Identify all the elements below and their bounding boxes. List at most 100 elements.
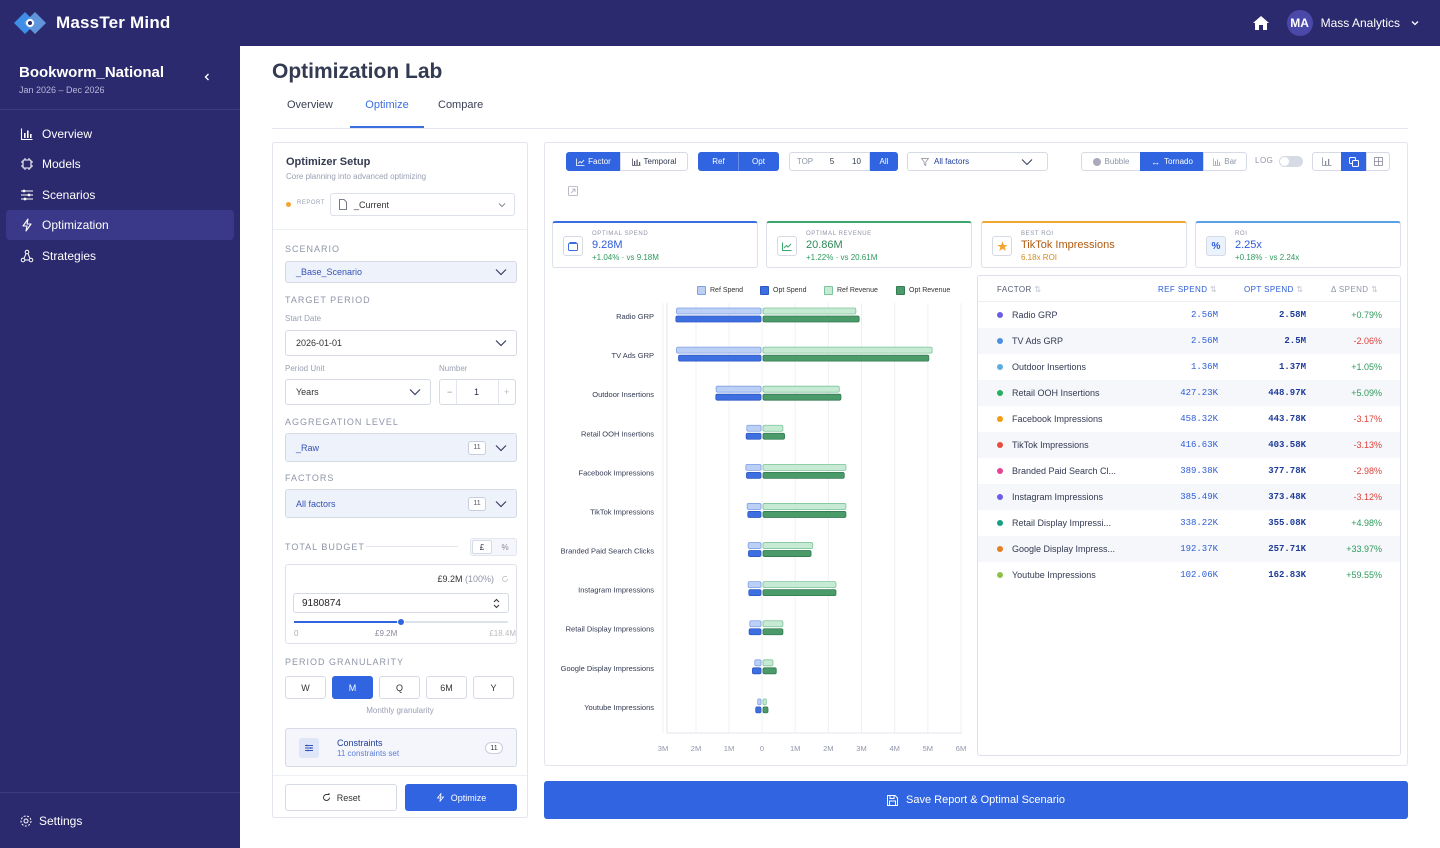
- start-date-label: Start Date: [285, 314, 322, 323]
- avatar[interactable]: MA: [1286, 10, 1313, 36]
- top-5-button[interactable]: 5: [820, 152, 845, 171]
- save-report-button[interactable]: Save Report & Optimal Scenario: [544, 781, 1408, 819]
- tab-optimize[interactable]: Optimize: [350, 99, 424, 128]
- factor-name: Facebook Impressions: [1012, 414, 1103, 424]
- start-date-field[interactable]: 2026-01-01: [285, 330, 517, 356]
- bar-opt-revenue: [762, 471, 845, 479]
- spin-icon[interactable]: [493, 598, 500, 609]
- ref-button[interactable]: Ref: [698, 152, 739, 171]
- user-name[interactable]: Mass Analytics: [1320, 16, 1400, 30]
- slider-handle[interactable]: [397, 618, 405, 626]
- table-row[interactable]: TikTok Impressions 416.63K 403.58K -3.13%: [978, 432, 1400, 458]
- table-row[interactable]: Youtube Impressions 102.06K 162.83K +59.55%: [978, 562, 1400, 588]
- collapse-sidebar-icon[interactable]: [202, 72, 212, 82]
- number-value[interactable]: 1: [474, 387, 480, 397]
- header-delta-spend[interactable]: Δ SPEND ⇅: [1331, 285, 1378, 294]
- granularity-year-button[interactable]: Y: [473, 676, 514, 699]
- granularity-quarter-button[interactable]: Q: [379, 676, 420, 699]
- ref-spend-value: 102.06K: [1180, 570, 1218, 580]
- opt-button[interactable]: Opt: [738, 152, 779, 171]
- reset-icon[interactable]: [501, 575, 509, 583]
- expand-icon[interactable]: [568, 186, 578, 196]
- constraints-button[interactable]: Constraints 11 constraints set 11: [285, 728, 517, 767]
- tornado-button[interactable]: ↔ Tornado: [1140, 152, 1204, 171]
- table-row[interactable]: Facebook Impressions 458.32K 443.78K -3.17%: [978, 406, 1400, 432]
- sidebar-item-overview[interactable]: Overview: [6, 119, 234, 149]
- factor-name: TV Ads GRP: [1012, 336, 1064, 346]
- sidebar-item-label: Models: [42, 157, 81, 172]
- top-all-button[interactable]: All: [870, 152, 898, 171]
- table-row[interactable]: Retail Display Impressi... 338.22K 355.08K…: [978, 510, 1400, 536]
- bar-opt-spend: [746, 471, 762, 479]
- table-row[interactable]: TV Ads GRP 2.56M 2.5M -2.06%: [978, 328, 1400, 354]
- settings-label: Settings: [39, 813, 83, 828]
- sidebar-item-scenarios[interactable]: Scenarios: [6, 180, 234, 210]
- report-select[interactable]: _Current: [330, 193, 515, 216]
- bar-opt-spend: [748, 589, 762, 597]
- table-row[interactable]: Google Display Impress... 192.37K 257.71K +…: [978, 536, 1400, 562]
- chart-view-button[interactable]: [1312, 152, 1342, 171]
- chevron-down-icon[interactable]: [1410, 18, 1420, 28]
- legend-label: Ref Spend: [710, 287, 744, 294]
- app-logo[interactable]: MassTer Mind: [12, 10, 171, 36]
- log-toggle[interactable]: [1279, 156, 1303, 167]
- tab-overview[interactable]: Overview: [287, 99, 333, 111]
- constraints-icon: [299, 738, 319, 758]
- granularity-6m-button[interactable]: 6M: [426, 676, 467, 699]
- header-ref-spend[interactable]: REF SPEND ⇅: [1158, 285, 1217, 294]
- sidebar-item-label: Overview: [42, 127, 93, 141]
- split-view-button[interactable]: [1341, 152, 1367, 171]
- header-label: OPT SPEND: [1244, 285, 1294, 294]
- reset-button[interactable]: Reset: [285, 784, 397, 811]
- granularity-week-button[interactable]: W: [285, 676, 326, 699]
- divider: [273, 229, 527, 230]
- sidebar-item-settings[interactable]: Settings: [0, 792, 240, 848]
- kpi-value: 20.86M: [806, 239, 843, 251]
- header-opt-spend[interactable]: OPT SPEND ⇅: [1244, 285, 1303, 294]
- scenario-select[interactable]: _Base_Scenario: [285, 261, 517, 283]
- report-value: _Current: [354, 200, 390, 210]
- slider-fill: [294, 621, 401, 623]
- budget-input-value: 9180874: [302, 598, 341, 609]
- factor-name: Retail Display Impressi...: [1012, 518, 1112, 528]
- chevron-down-icon: [495, 340, 507, 347]
- bar-ref-spend: [747, 542, 762, 549]
- decrement-icon[interactable]: −: [447, 387, 453, 397]
- factors-label: FACTORS: [285, 473, 335, 483]
- factor-filter-select[interactable]: All factors: [907, 152, 1048, 171]
- budget-slider[interactable]: [294, 618, 508, 626]
- budget-input[interactable]: 9180874: [293, 593, 509, 613]
- currency-button[interactable]: £: [472, 540, 492, 554]
- table-row[interactable]: Radio GRP 2.56M 2.58M +0.79%: [978, 302, 1400, 328]
- percent-button[interactable]: %: [501, 543, 509, 552]
- kpi-value: 9.28M: [592, 239, 623, 251]
- aggregation-select[interactable]: _Raw 11: [285, 433, 517, 462]
- granularity-month-button[interactable]: M: [332, 676, 373, 699]
- home-icon[interactable]: [1251, 13, 1271, 33]
- bubble-button[interactable]: Bubble: [1081, 152, 1141, 171]
- header-factor[interactable]: FACTOR ⇅: [997, 285, 1041, 294]
- top-10-button[interactable]: 10: [844, 152, 870, 171]
- table-row[interactable]: Instagram Impressions 385.49K 373.48K -3.12…: [978, 484, 1400, 510]
- number-stepper[interactable]: − 1 +: [439, 379, 516, 405]
- optimize-button[interactable]: Optimize: [405, 784, 517, 811]
- sidebar-item-optimization[interactable]: Optimization: [6, 210, 234, 241]
- bar-button[interactable]: Bar: [1203, 152, 1247, 171]
- ref-spend-value: 192.37K: [1180, 544, 1218, 554]
- tab-compare[interactable]: Compare: [438, 99, 484, 111]
- table-row[interactable]: Retail OOH Insertions 427.23K 448.97K +5.09…: [978, 380, 1400, 406]
- table-row[interactable]: Branded Paid Search Cl... 389.38K 377.78K -…: [978, 458, 1400, 484]
- period-unit-select[interactable]: Years: [285, 379, 431, 405]
- bar-opt-revenue: [762, 315, 860, 323]
- sort-icon: ⇅: [1210, 285, 1218, 294]
- table-row[interactable]: Outdoor Insertions 1.36M 1.37M +1.05%: [978, 354, 1400, 380]
- temporal-view-button[interactable]: Temporal: [620, 152, 688, 171]
- chevron-down-icon: [498, 203, 506, 208]
- legend-label: Ref Revenue: [837, 287, 878, 294]
- table-view-button[interactable]: [1366, 152, 1390, 171]
- sidebar-item-strategies[interactable]: Strategies: [6, 241, 234, 271]
- increment-icon[interactable]: +: [504, 387, 510, 397]
- sidebar-item-models[interactable]: Models: [6, 149, 234, 179]
- factors-select[interactable]: All factors 11: [285, 489, 517, 518]
- factor-view-button[interactable]: Factor: [566, 152, 621, 171]
